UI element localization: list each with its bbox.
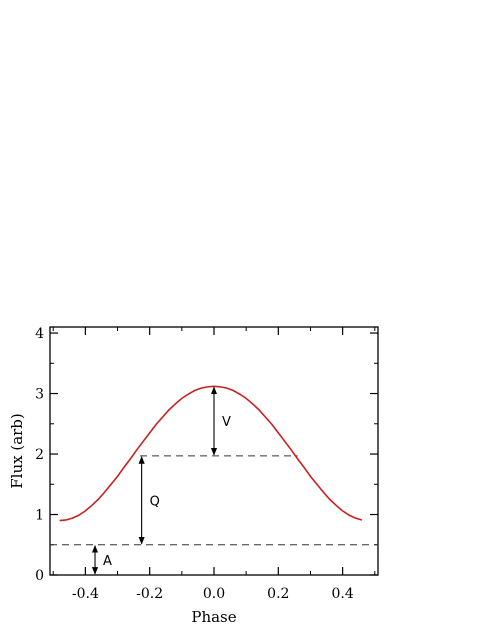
annotation-label-a: A [103,554,112,569]
y-tick-label: 3 [35,387,44,403]
annotation-label-q: Q [150,494,160,509]
x-tick-label: 0.4 [331,586,353,602]
x-axis-label: Phase [191,608,236,626]
y-axis-label: Flux (arb) [8,413,26,489]
x-tick-label: -0.4 [72,586,99,602]
y-tick-label: 4 [35,326,44,342]
reference-lines [50,455,378,546]
x-tick-label: 0.0 [203,586,225,602]
tick-labels: -0.4 -0.2 0.0 0.2 0.4 0 1 2 3 4 [35,326,354,602]
y-tick-label: 1 [35,508,44,524]
y-tick-label: 0 [35,568,44,584]
x-tick-label: -0.2 [136,586,163,602]
flux-curve-group [59,385,363,522]
x-tick-label: 0.2 [267,586,289,602]
annotation-label-v: V [222,415,231,430]
annotation-arrows: V Q A [91,386,231,575]
y-tick-label: 2 [35,447,44,463]
axis-ticks [50,327,378,576]
flux-curve [59,385,363,522]
